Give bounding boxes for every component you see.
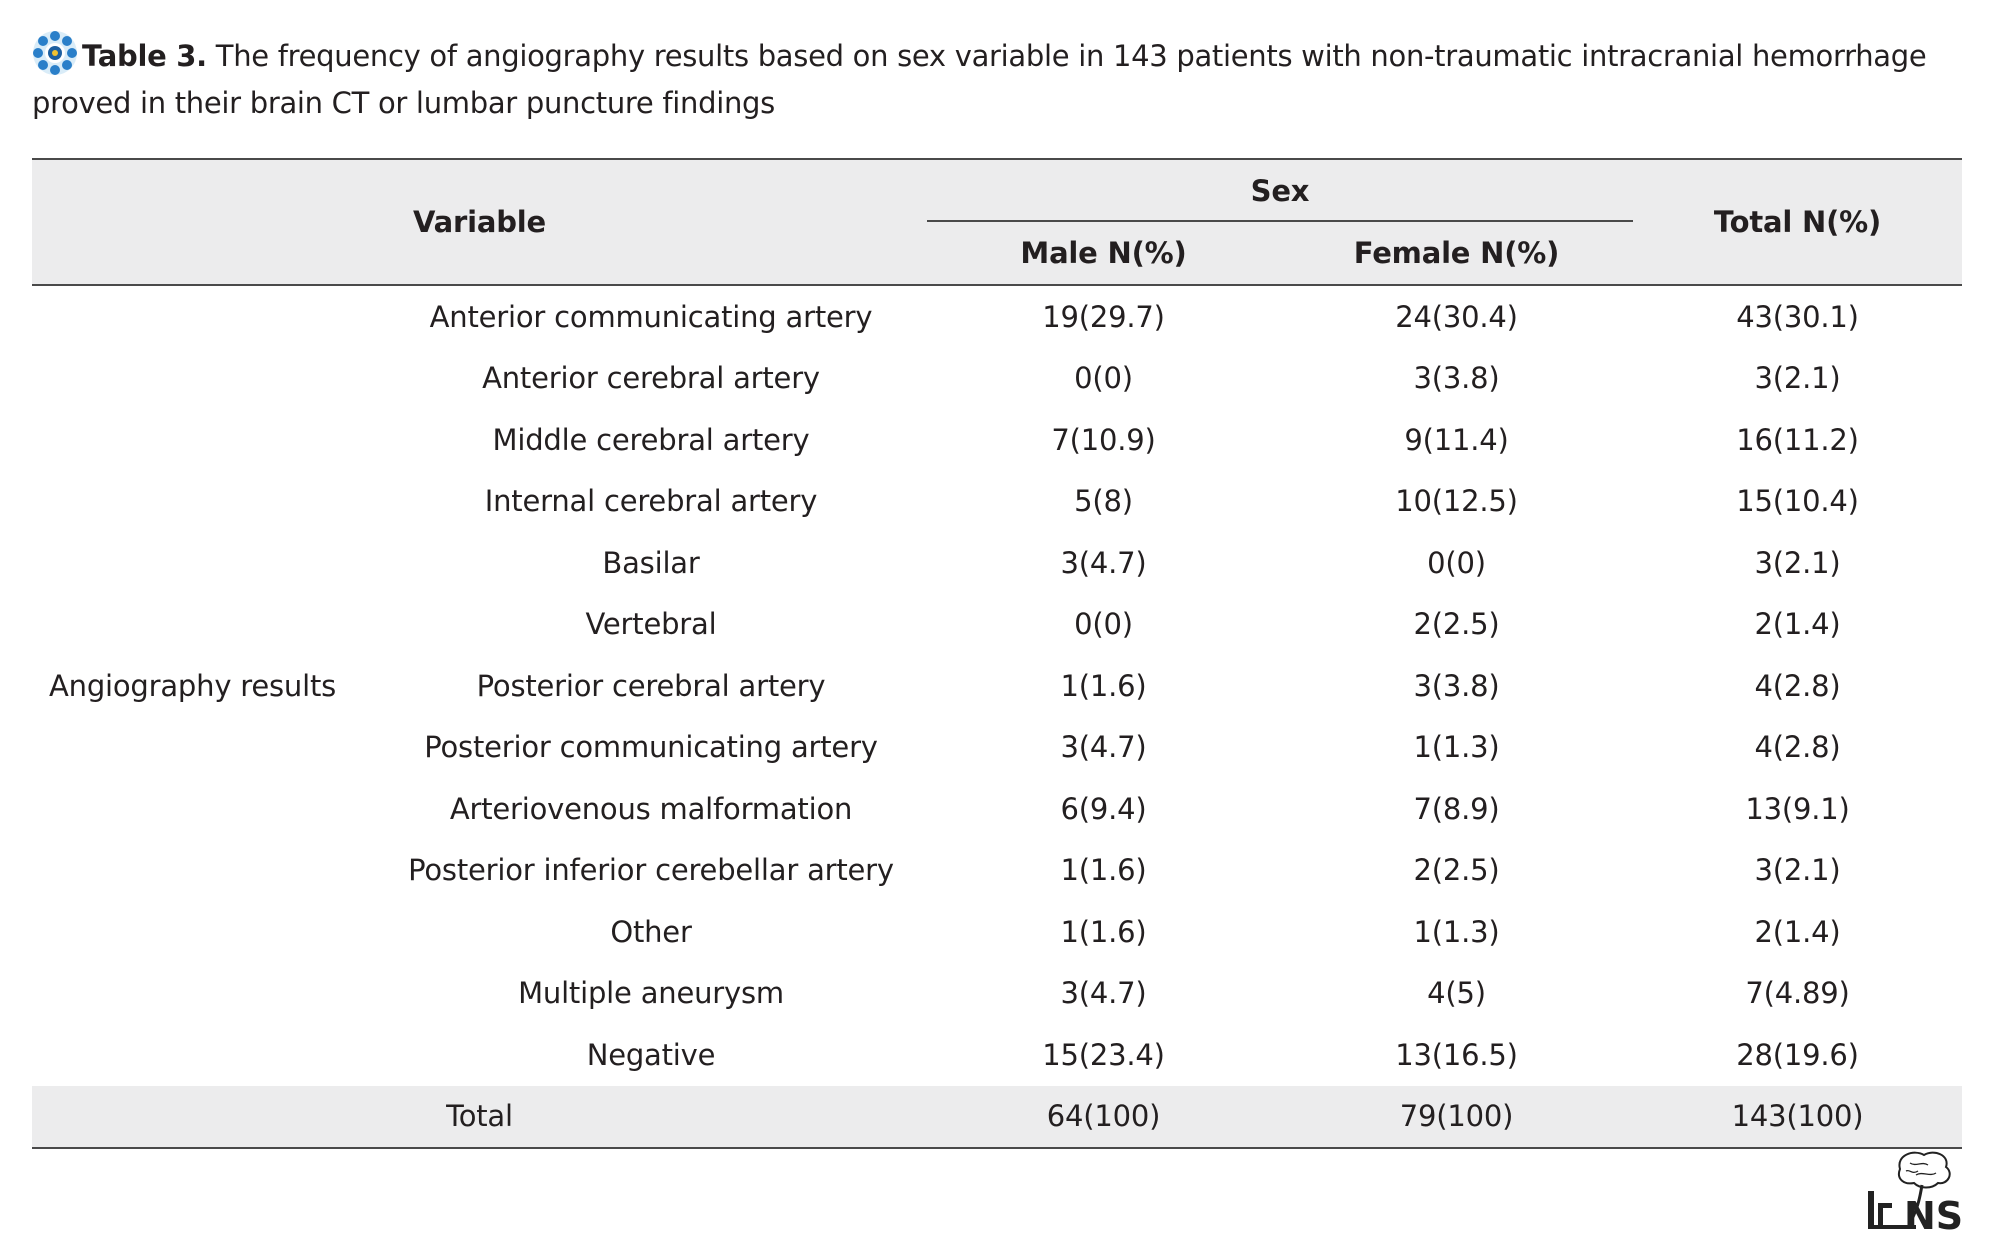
total-total: 143(100) [1633,1085,1962,1149]
male-value: 3(4.7) [1060,730,1147,765]
male-value: 1(1.6) [1060,668,1147,703]
row-label: Posterior communicating artery [424,730,878,765]
table-row: Other 1(1.6) 1(1.3) 2(1.4) [32,901,1962,963]
row-label: Arteriovenous malformation [449,791,853,826]
row-label: Posterior inferior cerebellar artery [408,853,894,888]
table-row: Basilar 3(4.7) 0(0) 3(2.1) [32,532,1962,594]
header-variable: Variable [32,158,927,286]
table-row: Angiography results Anterior communicatin… [32,285,1962,703]
total-value: 7(4.89) [1745,976,1850,1011]
total-label: Total [32,1085,927,1149]
male-value: 15(23.4) [1042,1037,1165,1072]
table-row: Posterior inferior cerebellar artery 1(1.… [32,840,1962,902]
female-value: 3(3.8) [1413,361,1500,396]
total-value: 2(1.4) [1754,607,1841,642]
irjns-brain-spine-logo-icon: NS [1868,1151,1963,1233]
table-row: Internal cerebral artery 5(8) 10(12.5) 15(1… [32,471,1962,533]
row-label: Anterior cerebral artery [482,361,820,396]
male-value: 0(0) [1074,607,1133,642]
header-male: Male N(%) [927,222,1280,286]
row-label: Other [610,914,692,949]
row-label: Middle cerebral artery [492,422,810,457]
row-label: Negative [586,1037,716,1072]
header-sex: Sex [927,158,1633,222]
table-body: Angiography results Anterior communicatin… [32,285,1962,1149]
row-label: Basilar [602,545,700,580]
table-row: Multiple aneurysm 3(4.7) 4(5) 7(4.89) [32,963,1962,1025]
total-male: 64(100) [927,1085,1280,1149]
group-label: Angiography results [49,668,337,703]
female-value: 10(12.5) [1395,484,1518,519]
total-value: 2(1.4) [1754,914,1841,949]
svg-text:NS: NS [1904,1194,1963,1233]
table-label: Table 3. [82,39,207,73]
female-value: 13(16.5) [1395,1037,1518,1072]
table-row: Posterior cerebral artery 1(1.6) 3(3.8) 4(2… [32,655,1962,717]
total-value: 3(2.1) [1754,545,1841,580]
total-value: 4(2.8) [1754,668,1841,703]
table-row: Middle cerebral artery 7(10.9) 9(11.4) 16(1… [32,409,1962,471]
total-value: 43(30.1) [1736,299,1859,334]
total-value: 13(9.1) [1745,791,1850,826]
male-value: 19(29.7) [1042,299,1165,334]
female-value: 9(11.4) [1404,422,1509,457]
row-label: Multiple aneurysm [518,976,784,1011]
male-value: 1(1.6) [1060,914,1147,949]
table-row: Anterior cerebral artery 0(0) 3(3.8) 3(2.1) [32,348,1962,410]
male-value: 0(0) [1074,361,1133,396]
table-row: Negative 15(23.4) 13(16.5) 28(19.6) [32,1024,1962,1086]
row-label: Anterior communicating artery [429,299,873,334]
male-value: 3(4.7) [1060,545,1147,580]
table-row: Vertebral 0(0) 2(2.5) 2(1.4) [32,594,1962,656]
female-value: 2(2.5) [1413,607,1500,642]
total-value: 4(2.8) [1754,730,1841,765]
total-value: 3(2.1) [1754,853,1841,888]
row-label: Posterior cerebral artery [476,668,826,703]
female-value: 7(8.9) [1413,791,1500,826]
male-value: 5(8) [1074,484,1133,519]
table-row: Posterior communicating artery 3(4.7) 1(1.… [32,717,1962,779]
total-value: 3(2.1) [1754,361,1841,396]
total-value: 15(10.4) [1736,484,1859,519]
table-row-total: Total 64(100) 79(100) 143(100) [32,1085,1962,1149]
female-value: 1(1.3) [1413,730,1500,765]
total-value: 28(19.6) [1736,1037,1859,1072]
female-value: 3(3.8) [1413,668,1500,703]
header-female: Female N(%) [1280,222,1633,286]
row-label: Vertebral [585,607,717,642]
male-value: 6(9.4) [1060,791,1147,826]
caption-text: The frequency of angiography results bas… [32,39,1927,120]
total-female: 79(100) [1280,1085,1633,1149]
female-value: 4(5) [1427,976,1486,1011]
header-total: Total N(%) [1633,158,1962,286]
frequency-table: Variable Sex Total N(%) Male N(%) Female… [32,158,1962,1149]
male-value: 1(1.6) [1060,853,1147,888]
male-value: 3(4.7) [1060,976,1147,1011]
female-value: 24(30.4) [1395,299,1518,334]
female-value: 1(1.3) [1413,914,1500,949]
table-caption: Table 3. The frequency of angiography re… [32,30,1977,127]
total-value: 16(11.2) [1736,422,1859,457]
female-value: 2(2.5) [1413,853,1500,888]
male-value: 7(10.9) [1051,422,1156,457]
row-label: Internal cerebral artery [484,484,818,519]
flower-emblem-icon [33,31,77,75]
table-row: Arteriovenous malformation 6(9.4) 7(8.9) 13… [32,778,1962,840]
female-value: 0(0) [1427,545,1486,580]
